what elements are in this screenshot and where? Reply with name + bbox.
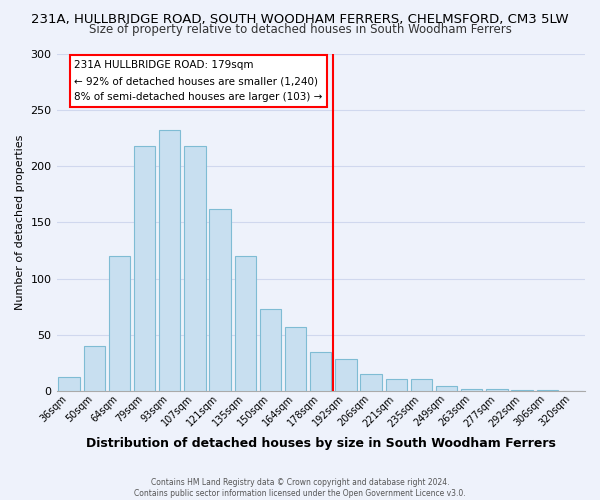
- Bar: [536, 390, 558, 391]
- Bar: [260, 309, 281, 391]
- Bar: [436, 386, 457, 391]
- Y-axis label: Number of detached properties: Number of detached properties: [15, 135, 25, 310]
- Bar: [361, 374, 382, 391]
- Bar: [486, 388, 508, 391]
- Text: 231A, HULLBRIDGE ROAD, SOUTH WOODHAM FERRERS, CHELMSFORD, CM3 5LW: 231A, HULLBRIDGE ROAD, SOUTH WOODHAM FER…: [31, 12, 569, 26]
- X-axis label: Distribution of detached houses by size in South Woodham Ferrers: Distribution of detached houses by size …: [86, 437, 556, 450]
- Text: Size of property relative to detached houses in South Woodham Ferrers: Size of property relative to detached ho…: [89, 22, 511, 36]
- Bar: [184, 146, 206, 391]
- Text: Contains HM Land Registry data © Crown copyright and database right 2024.
Contai: Contains HM Land Registry data © Crown c…: [134, 478, 466, 498]
- Bar: [285, 327, 307, 391]
- Bar: [411, 378, 432, 391]
- Text: 231A HULLBRIDGE ROAD: 179sqm
← 92% of detached houses are smaller (1,240)
8% of : 231A HULLBRIDGE ROAD: 179sqm ← 92% of de…: [74, 60, 323, 102]
- Bar: [109, 256, 130, 391]
- Bar: [209, 209, 231, 391]
- Bar: [386, 378, 407, 391]
- Bar: [134, 146, 155, 391]
- Bar: [58, 378, 80, 391]
- Bar: [335, 360, 356, 391]
- Bar: [235, 256, 256, 391]
- Bar: [461, 388, 482, 391]
- Bar: [511, 390, 533, 391]
- Bar: [83, 346, 105, 391]
- Bar: [159, 130, 181, 391]
- Bar: [310, 352, 331, 391]
